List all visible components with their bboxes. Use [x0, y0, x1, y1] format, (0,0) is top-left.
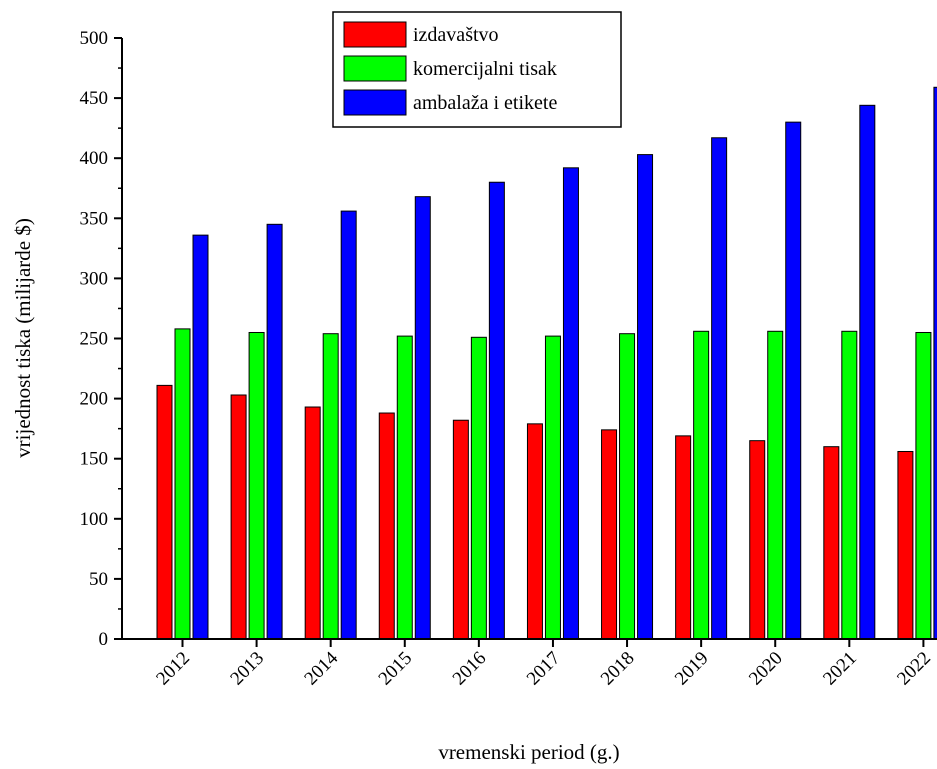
bar-ambalaža-i-etikete-2022 [933, 86, 937, 640]
x-tick-label: 2021 [819, 648, 861, 690]
bar-komercijalni-tisak-2013 [248, 331, 265, 640]
bar-ambalaža-i-etikete-2012 [192, 234, 209, 640]
bar-komercijalni-tisak-2018 [619, 333, 636, 640]
bar-ambalaža-i-etikete-2021 [859, 104, 876, 640]
bar-komercijalni-tisak-2022 [915, 331, 932, 640]
legend-label: ambalaža i etikete [413, 92, 557, 114]
x-axis-title: vremenski period (g.) [438, 740, 619, 764]
bar-komercijalni-tisak-2021 [841, 330, 858, 640]
y-tick-label: 100 [80, 509, 109, 530]
bars-layer [156, 86, 937, 640]
x-tick-label: 2017 [523, 648, 565, 690]
bar-ambalaža-i-etikete-2019 [711, 137, 728, 640]
legend-swatch [343, 89, 407, 116]
legend-label: izdavaštvo [413, 24, 499, 46]
legend-swatch [343, 55, 407, 82]
x-tick-label: 2022 [893, 648, 935, 690]
bar-komercijalni-tisak-2017 [544, 335, 561, 640]
bar-izdavaštvo-2022 [897, 450, 914, 640]
bar-izdavaštvo-2018 [601, 429, 618, 640]
legend-swatch [343, 21, 407, 48]
y-axis: 0 50 100 150 200 250 300 350 400 450 500 [80, 28, 123, 650]
bar-komercijalni-tisak-2016 [470, 336, 487, 640]
x-tick-label: 2018 [597, 648, 639, 690]
bar-komercijalni-tisak-2015 [396, 335, 413, 640]
bar-ambalaža-i-etikete-2015 [414, 196, 431, 640]
bar-ambalaža-i-etikete-2018 [637, 154, 654, 640]
bar-izdavaštvo-2019 [675, 435, 692, 640]
bar-komercijalni-tisak-2019 [693, 330, 710, 640]
y-tick-label: 400 [80, 148, 109, 169]
x-tick-label: 2019 [671, 648, 713, 690]
x-tick-label: 2012 [152, 648, 194, 690]
bar-ambalaža-i-etikete-2017 [562, 167, 579, 640]
bar-izdavaštvo-2013 [230, 394, 247, 640]
bar-izdavaštvo-2021 [823, 446, 840, 640]
bar-komercijalni-tisak-2012 [174, 328, 191, 640]
bar-izdavaštvo-2017 [526, 423, 543, 640]
bar-komercijalni-tisak-2020 [767, 330, 784, 640]
x-tick-label: 2014 [300, 647, 342, 689]
y-axis-title: vrijednost tiska (milijarde $) [11, 218, 35, 458]
bar-ambalaža-i-etikete-2016 [488, 181, 505, 640]
x-tick-label: 2015 [375, 648, 417, 690]
bar-ambalaža-i-etikete-2014 [340, 210, 357, 640]
y-tick-label: 500 [80, 28, 109, 49]
bar-ambalaža-i-etikete-2020 [785, 121, 802, 640]
y-tick-label: 50 [89, 569, 108, 590]
legend-label: komercijalni tisak [413, 58, 557, 80]
x-tick-label: 2016 [449, 648, 491, 690]
bar-ambalaža-i-etikete-2013 [266, 223, 283, 640]
y-tick-label: 150 [80, 449, 109, 470]
x-tick-label: 2013 [226, 648, 268, 690]
y-tick-label: 0 [99, 629, 109, 650]
bar-komercijalni-tisak-2014 [322, 333, 339, 640]
y-tick-label: 450 [80, 88, 109, 109]
y-tick-label: 250 [80, 329, 109, 350]
bar-izdavaštvo-2012 [156, 384, 173, 640]
bar-izdavaštvo-2016 [452, 419, 469, 640]
bar-izdavaštvo-2015 [378, 412, 395, 640]
legend: izdavaštvo komercijalni tisak ambalaža i e… [332, 11, 622, 128]
y-tick-label: 200 [80, 389, 109, 410]
x-tick-label: 2020 [745, 648, 787, 690]
y-tick-label: 300 [80, 268, 109, 289]
x-axis: 2012 2013 2014 2015 2016 2017 2018 2019 2020 2021… [122, 638, 937, 690]
y-tick-label: 350 [80, 208, 109, 229]
bar-izdavaštvo-2014 [304, 406, 321, 640]
bar-izdavaštvo-2020 [749, 440, 766, 640]
